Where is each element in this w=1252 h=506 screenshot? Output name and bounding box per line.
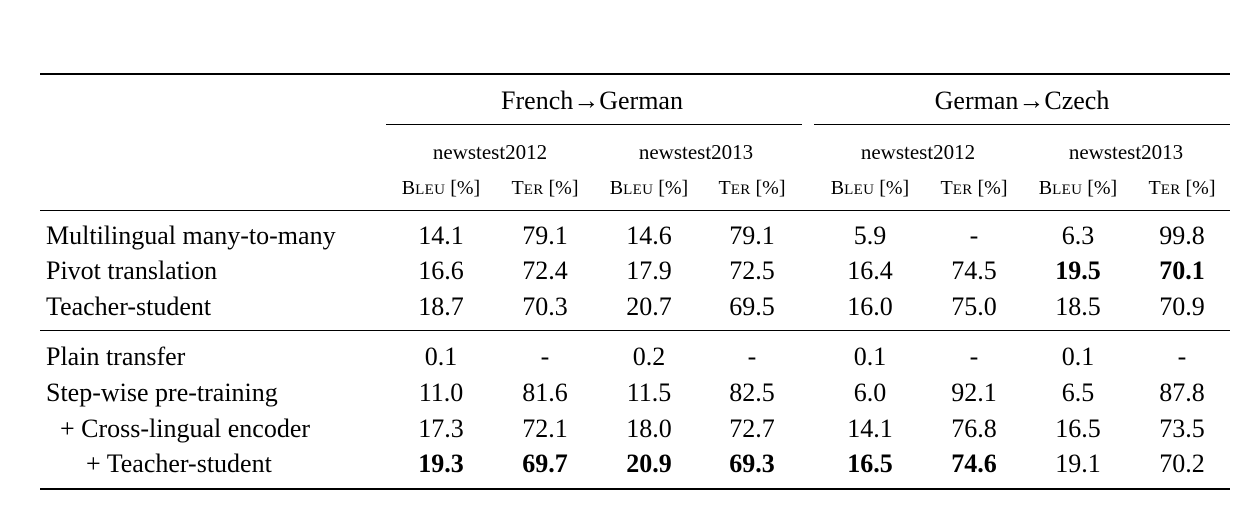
table-cell: 70.3 [522, 292, 568, 321]
table-cell: 17.3 [418, 414, 464, 443]
table-cell: 19.5 [1055, 256, 1101, 285]
table-cell: 69.5 [729, 292, 775, 321]
table-cell: 79.1 [729, 221, 775, 250]
table-cell: 0.1 [853, 342, 887, 371]
table-cell: 16.6 [418, 256, 464, 285]
row-label: Plain transfer [46, 342, 186, 371]
table-cell: 6.3 [1061, 221, 1095, 250]
table-cell: 16.5 [847, 449, 893, 478]
table-cell: 0.1 [1061, 342, 1095, 371]
table-cell: 69.3 [729, 449, 775, 478]
group-header: French→German [501, 86, 683, 115]
table-cell: 16.5 [1055, 414, 1101, 443]
testset-header: newstest2012 [432, 140, 548, 164]
table-cell: 74.5 [951, 256, 997, 285]
table-cell: 87.8 [1159, 378, 1205, 407]
table-cell: 92.1 [951, 378, 997, 407]
testset-header: newstest2013 [1068, 140, 1184, 164]
row-label: Teacher-student [46, 292, 212, 321]
table-cell: 6.5 [1061, 378, 1095, 407]
table-cell: - [540, 342, 550, 371]
table-cell: 72.4 [522, 256, 568, 285]
metric-header: BLEU [%] [1038, 177, 1118, 199]
metric-header: TER [%] [1148, 177, 1216, 199]
metric-header: BLEU [%] [401, 177, 481, 199]
metric-header: BLEU [%] [830, 177, 910, 199]
group-underline-1 [386, 124, 802, 125]
table-cell: 16.4 [847, 256, 893, 285]
table-cell: 18.7 [418, 292, 464, 321]
table-cell: 16.0 [847, 292, 893, 321]
testset-header: newstest2013 [638, 140, 754, 164]
table-cell: 18.5 [1055, 292, 1101, 321]
table-cell: 5.9 [853, 221, 887, 250]
table-cell: - [969, 221, 979, 250]
table-cell: 11.5 [626, 378, 672, 407]
table-cell: 18.0 [626, 414, 672, 443]
row-label: + Teacher-student [86, 449, 272, 478]
table-cell: 75.0 [951, 292, 997, 321]
table-cell: 20.9 [626, 449, 672, 478]
row-label: Multilingual many-to-many [46, 221, 336, 250]
section-rule [40, 330, 1230, 331]
table-cell: 0.1 [424, 342, 458, 371]
table-cell: 14.1 [847, 414, 893, 443]
metric-header: TER [%] [511, 177, 579, 199]
metric-header: BLEU [%] [609, 177, 689, 199]
table-cell: 19.3 [418, 449, 464, 478]
metric-header: TER [%] [718, 177, 786, 199]
table-cell: 70.2 [1159, 449, 1205, 478]
table-cell: 14.1 [418, 221, 464, 250]
table-cell: 20.7 [626, 292, 672, 321]
table-cell: - [969, 342, 979, 371]
table-cell: 72.5 [729, 256, 775, 285]
table-cell: 73.5 [1159, 414, 1205, 443]
table-cell: 79.1 [522, 221, 568, 250]
row-label: Step-wise pre-training [46, 378, 278, 407]
table-cell: 11.0 [418, 378, 464, 407]
table-cell: 82.5 [729, 378, 775, 407]
bottom-rule [40, 488, 1230, 490]
table-cell: 74.6 [951, 449, 997, 478]
table-cell: 69.7 [522, 449, 568, 478]
table-cell: 17.9 [626, 256, 672, 285]
top-rule [40, 73, 1230, 75]
table-cell: 6.0 [853, 378, 887, 407]
table-cell: 99.8 [1159, 221, 1205, 250]
table-cell: - [1177, 342, 1187, 371]
table-cell: 72.7 [729, 414, 775, 443]
table-cell: 81.6 [522, 378, 568, 407]
table-cell: 72.1 [522, 414, 568, 443]
table-cell: 0.2 [632, 342, 666, 371]
table-cell: 70.9 [1159, 292, 1205, 321]
table-cell: 70.1 [1159, 256, 1205, 285]
testset-header: newstest2012 [860, 140, 976, 164]
table-cell: - [747, 342, 757, 371]
table-cell: 14.6 [626, 221, 672, 250]
metric-header: TER [%] [940, 177, 1008, 199]
group-header: German→Czech [934, 86, 1110, 115]
header-rule [40, 210, 1230, 211]
group-underline-2 [814, 124, 1230, 125]
table-cell: 76.8 [951, 414, 997, 443]
table-cell: 19.1 [1055, 449, 1101, 478]
row-label: + Cross-lingual encoder [60, 414, 311, 443]
row-label: Pivot translation [46, 256, 218, 285]
